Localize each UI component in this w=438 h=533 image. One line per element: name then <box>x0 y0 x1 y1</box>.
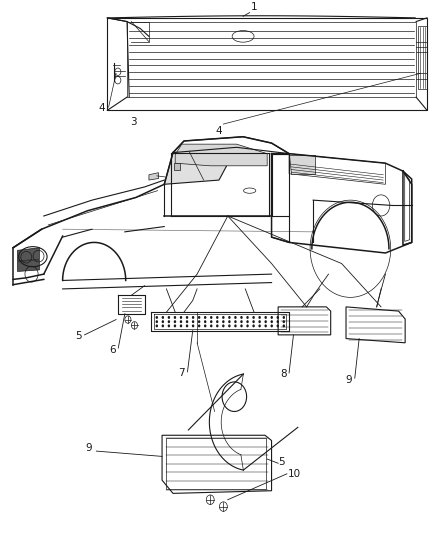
Circle shape <box>258 316 261 319</box>
Circle shape <box>283 325 285 327</box>
Circle shape <box>168 320 170 323</box>
Circle shape <box>271 316 273 319</box>
Text: 7: 7 <box>178 368 185 378</box>
Circle shape <box>228 320 231 323</box>
Circle shape <box>265 316 267 319</box>
Circle shape <box>276 320 279 323</box>
Text: 5: 5 <box>75 331 82 341</box>
Polygon shape <box>149 173 159 180</box>
Circle shape <box>192 316 194 319</box>
Circle shape <box>180 320 182 323</box>
Circle shape <box>240 320 243 323</box>
Circle shape <box>276 325 279 327</box>
Circle shape <box>252 320 255 323</box>
Circle shape <box>155 325 158 327</box>
Circle shape <box>204 316 206 319</box>
Circle shape <box>186 325 188 327</box>
Text: 4: 4 <box>99 103 105 112</box>
Text: 10: 10 <box>288 469 301 479</box>
Text: 3: 3 <box>130 117 137 127</box>
Circle shape <box>283 320 285 323</box>
Circle shape <box>155 316 158 319</box>
Circle shape <box>198 316 200 319</box>
Text: 9: 9 <box>346 375 353 385</box>
Circle shape <box>198 320 200 323</box>
Text: 4: 4 <box>215 126 223 136</box>
Text: 1: 1 <box>251 2 257 12</box>
Circle shape <box>246 325 249 327</box>
Circle shape <box>180 325 182 327</box>
Circle shape <box>174 320 176 323</box>
Circle shape <box>271 320 273 323</box>
Circle shape <box>210 320 212 323</box>
Circle shape <box>204 325 206 327</box>
Circle shape <box>258 320 261 323</box>
Circle shape <box>216 316 219 319</box>
Circle shape <box>234 316 237 319</box>
Polygon shape <box>289 155 315 174</box>
Circle shape <box>168 325 170 327</box>
Circle shape <box>234 325 237 327</box>
Text: 8: 8 <box>280 369 287 379</box>
Circle shape <box>162 320 164 323</box>
Circle shape <box>216 325 219 327</box>
Circle shape <box>228 325 231 327</box>
Polygon shape <box>164 147 237 184</box>
Polygon shape <box>18 260 39 271</box>
Circle shape <box>265 325 267 327</box>
Polygon shape <box>18 248 39 261</box>
Circle shape <box>222 325 225 327</box>
Circle shape <box>192 320 194 323</box>
Circle shape <box>210 316 212 319</box>
Circle shape <box>198 325 200 327</box>
Circle shape <box>186 316 188 319</box>
Circle shape <box>216 320 219 323</box>
Text: 5: 5 <box>278 457 285 467</box>
Circle shape <box>180 316 182 319</box>
Circle shape <box>222 316 225 319</box>
Circle shape <box>234 320 237 323</box>
Circle shape <box>283 316 285 319</box>
Circle shape <box>228 316 231 319</box>
Circle shape <box>210 325 212 327</box>
Circle shape <box>162 325 164 327</box>
Text: 9: 9 <box>85 443 92 454</box>
Circle shape <box>246 320 249 323</box>
Circle shape <box>276 316 279 319</box>
Circle shape <box>265 320 267 323</box>
Polygon shape <box>175 144 267 166</box>
Circle shape <box>168 316 170 319</box>
Circle shape <box>174 316 176 319</box>
Circle shape <box>222 320 225 323</box>
Circle shape <box>271 325 273 327</box>
Circle shape <box>252 325 255 327</box>
Circle shape <box>174 325 176 327</box>
Circle shape <box>204 320 206 323</box>
Polygon shape <box>174 163 180 169</box>
Circle shape <box>240 325 243 327</box>
Circle shape <box>240 316 243 319</box>
Text: 6: 6 <box>110 345 117 355</box>
Circle shape <box>252 316 255 319</box>
Circle shape <box>192 325 194 327</box>
Circle shape <box>162 316 164 319</box>
Circle shape <box>155 320 158 323</box>
Circle shape <box>246 316 249 319</box>
Circle shape <box>186 320 188 323</box>
Circle shape <box>258 325 261 327</box>
